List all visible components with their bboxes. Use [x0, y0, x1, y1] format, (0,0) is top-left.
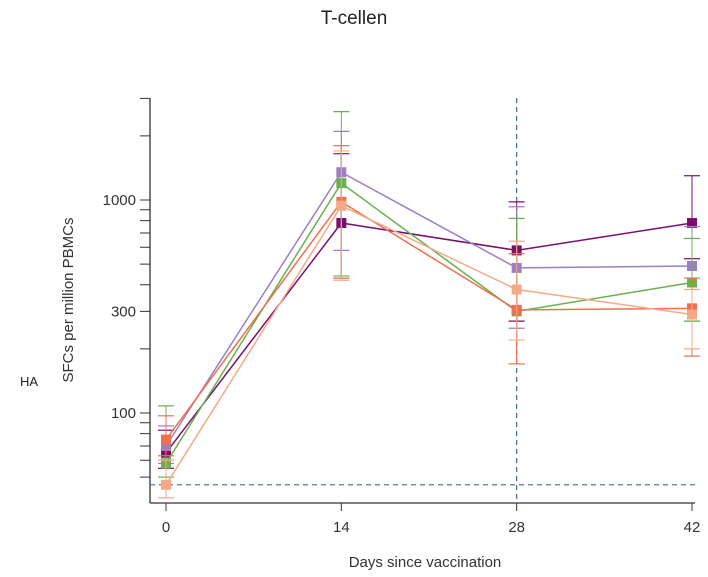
data-point [161, 434, 171, 445]
y-tick-label: 1000 [103, 192, 136, 209]
y-axis-title: SFCs per million PBMCs [60, 217, 77, 382]
panel-label: HA [20, 374, 39, 389]
y-tick-label: 300 [111, 303, 136, 320]
data-point [161, 479, 171, 490]
y-tick-label: 100 [111, 405, 136, 422]
x-tick-label: 28 [508, 519, 525, 536]
x-tick-label: 42 [684, 519, 701, 536]
series-line [165, 171, 693, 447]
data-point [336, 200, 347, 211]
x-axis-title: Days since vaccination [349, 554, 502, 571]
series-3 [158, 145, 700, 457]
series-line [165, 204, 693, 486]
data-point [511, 284, 522, 295]
series-1 [158, 130, 700, 464]
series-0 [158, 153, 700, 469]
x-tick-label: 0 [162, 519, 170, 536]
chart-title: T-cellen [320, 8, 388, 29]
series-line [165, 200, 693, 441]
data-point [687, 309, 697, 320]
x-tick-label: 14 [333, 519, 350, 536]
series-line [165, 222, 693, 454]
series-4 [158, 150, 700, 499]
series-2 [158, 111, 700, 478]
data-point [687, 217, 697, 228]
